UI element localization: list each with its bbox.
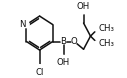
Ellipse shape [94, 25, 103, 32]
Text: OH: OH [77, 2, 90, 11]
Text: CH₃: CH₃ [98, 24, 114, 33]
Ellipse shape [60, 55, 67, 62]
Text: O: O [71, 37, 78, 46]
Ellipse shape [94, 41, 103, 47]
Text: N: N [20, 20, 26, 29]
Text: CH₃: CH₃ [98, 39, 114, 48]
Ellipse shape [80, 8, 87, 14]
Text: OH: OH [57, 58, 70, 67]
Text: B: B [60, 37, 67, 46]
Ellipse shape [23, 21, 29, 28]
Ellipse shape [35, 65, 44, 71]
Text: Cl: Cl [35, 68, 44, 77]
Ellipse shape [72, 39, 77, 44]
Ellipse shape [61, 39, 66, 44]
